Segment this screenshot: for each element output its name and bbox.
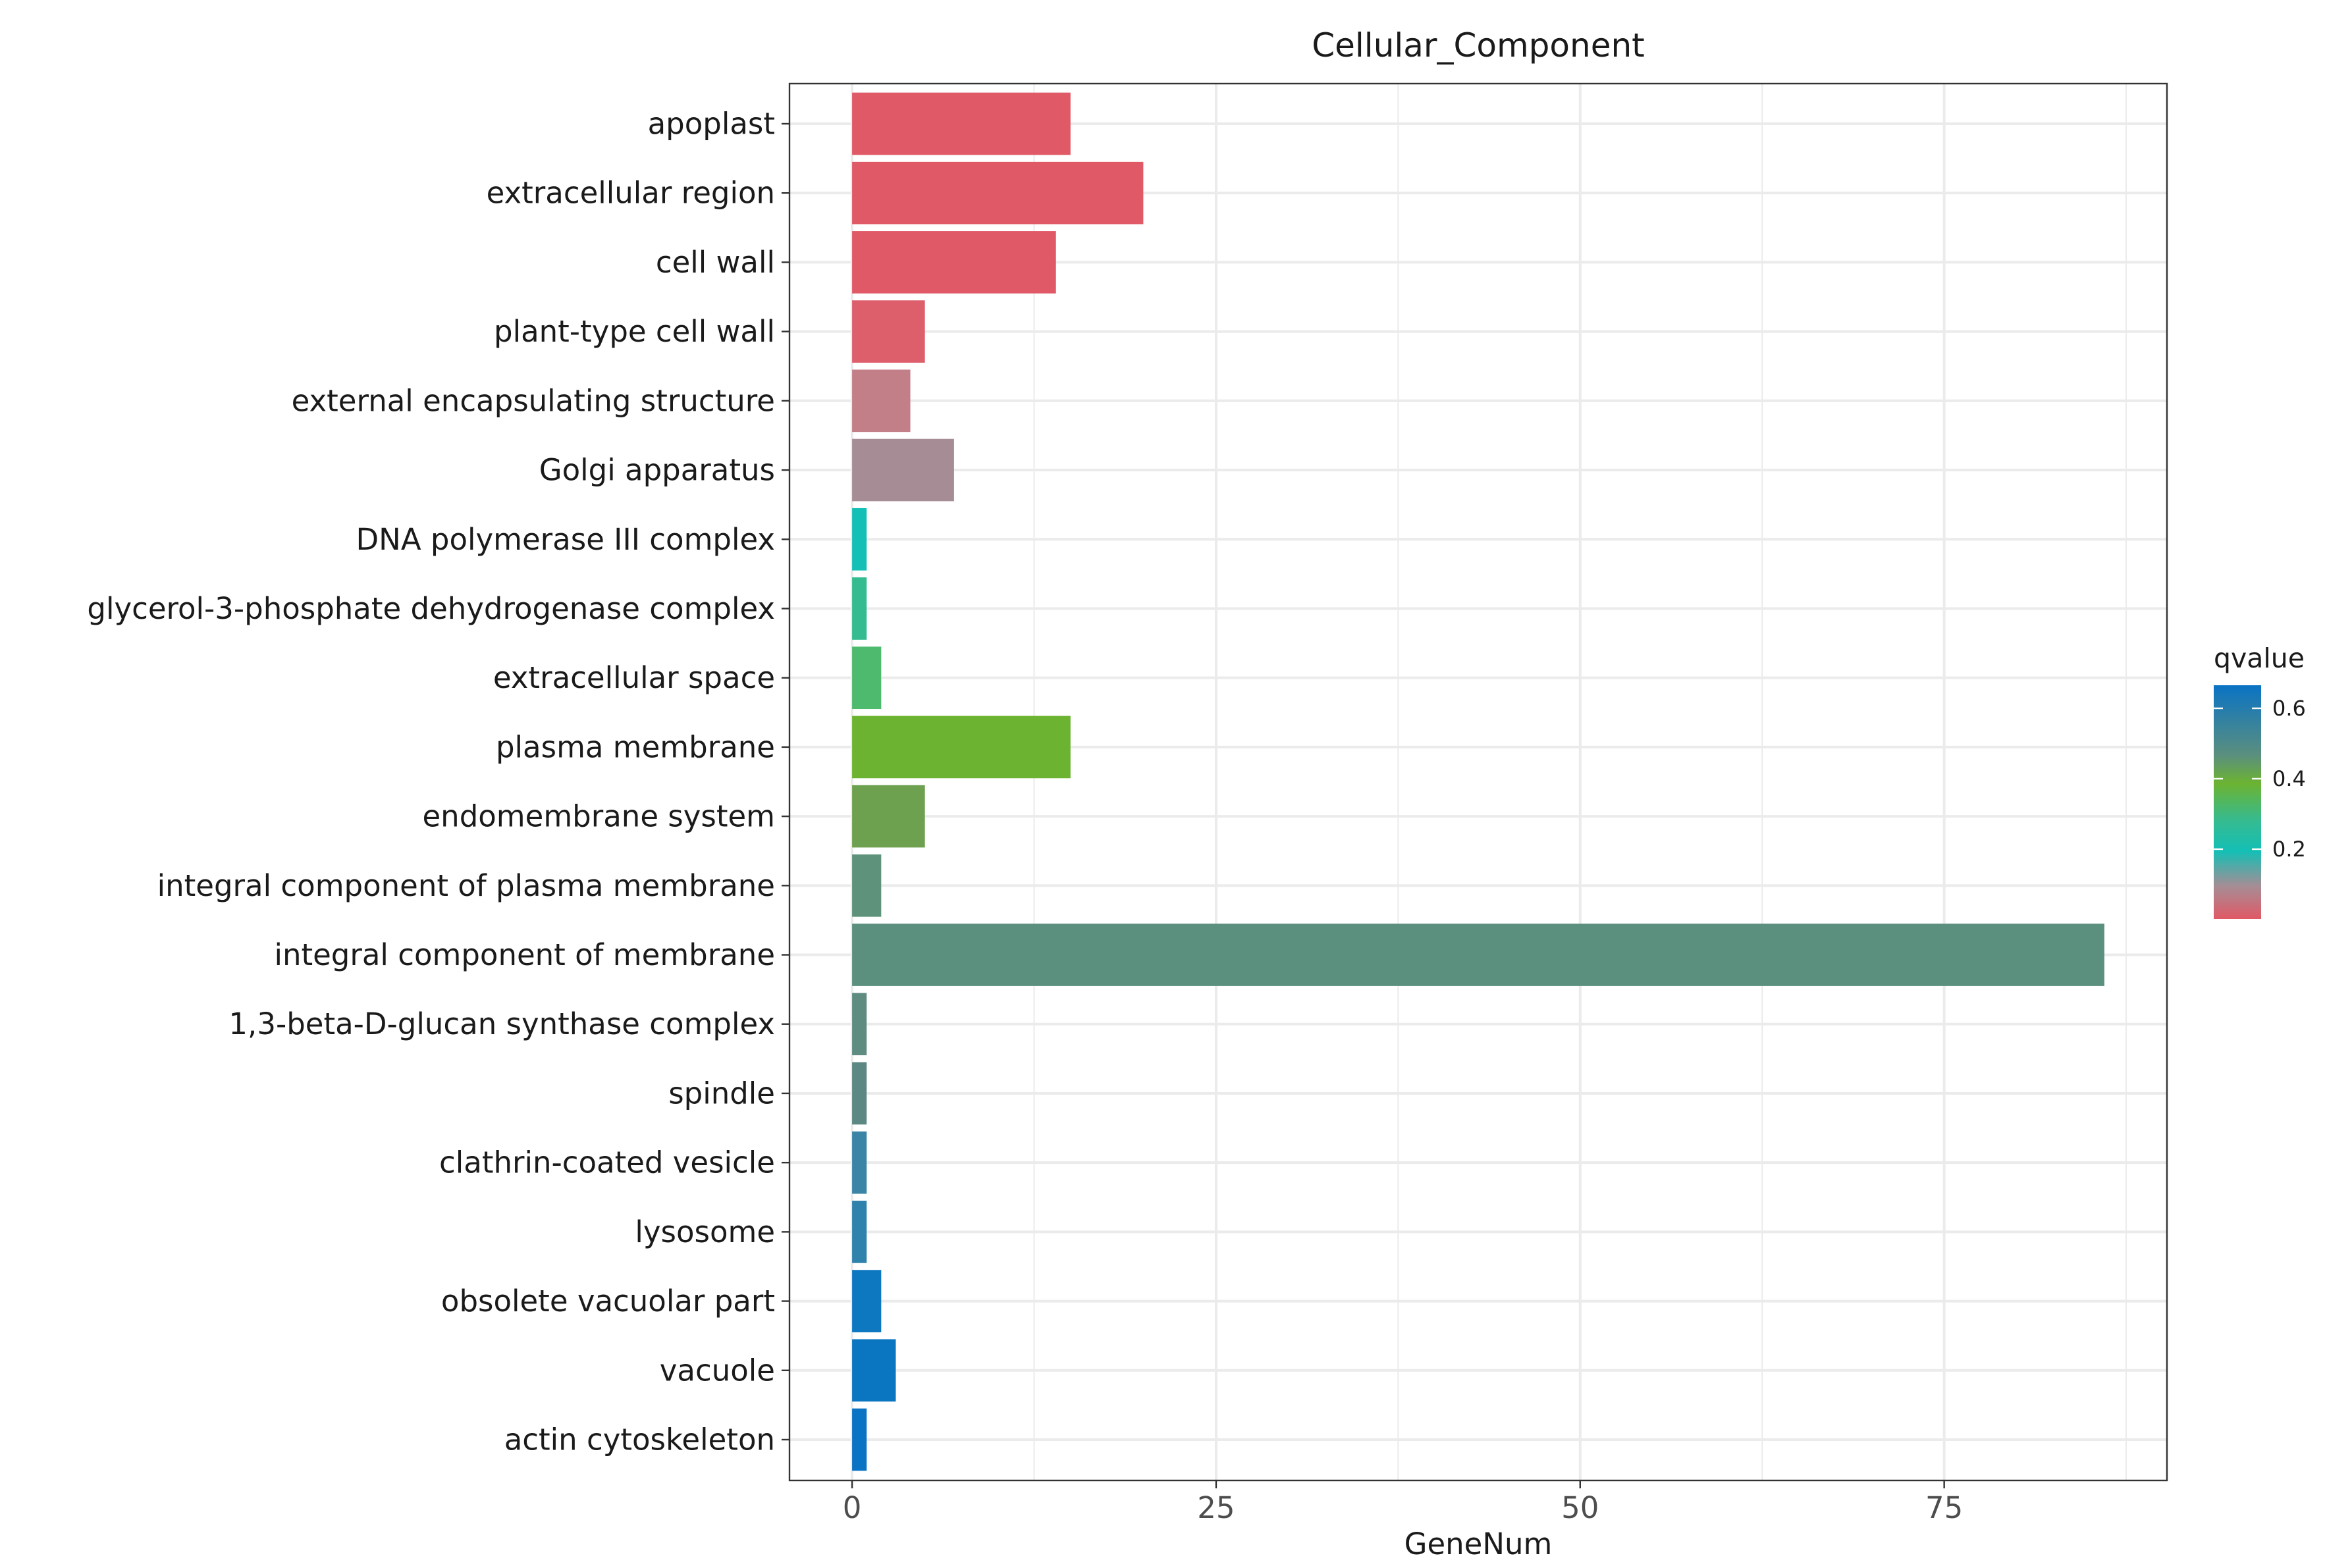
- y-tick-label: plasma membrane: [496, 729, 775, 764]
- bar-19: [852, 1339, 896, 1402]
- bar-3: [852, 231, 1056, 294]
- y-tick-label: apoplast: [648, 107, 775, 142]
- bar-2: [852, 161, 1144, 224]
- x-axis: 0 25 50 75: [843, 1480, 1963, 1525]
- bar-11: [852, 785, 925, 848]
- legend-tick-label: 0.4: [2272, 766, 2306, 791]
- bar-10: [852, 716, 1071, 779]
- bar-4: [852, 300, 925, 363]
- bar-15: [852, 1062, 867, 1125]
- bars: [852, 92, 2104, 1471]
- x-axis-title: GeneNum: [1404, 1527, 1553, 1561]
- legend: qvalue 0.6 0.4 0.2: [2214, 642, 2306, 919]
- x-tick-label: 0: [843, 1490, 862, 1525]
- y-tick-label: cell wall: [656, 245, 775, 280]
- plot-panel: [789, 84, 2167, 1480]
- legend-colorbar: [2214, 685, 2261, 919]
- legend-title: qvalue: [2214, 642, 2305, 674]
- bar-16: [852, 1131, 867, 1194]
- y-tick-label: integral component of plasma membrane: [157, 868, 775, 903]
- y-axis: apoplast extracellular region cell wall pla…: [87, 107, 789, 1457]
- y-tick-label: integral component of membrane: [274, 937, 775, 972]
- bar-6: [852, 438, 954, 502]
- x-tick-label: 50: [1561, 1490, 1599, 1525]
- legend-tick-label: 0.6: [2272, 696, 2306, 721]
- y-tick-label: endomembrane system: [423, 799, 776, 834]
- y-tick-label: 1,3-beta-D-glucan synthase complex: [228, 1006, 775, 1041]
- chart-title: Cellular_Component: [1312, 26, 1645, 65]
- y-tick-label: extracellular region: [487, 176, 775, 211]
- bar-1: [852, 92, 1071, 155]
- y-tick-label: external encapsulating structure: [292, 383, 775, 418]
- y-tick-label: actin cytoskeleton: [504, 1423, 775, 1457]
- plot-border: [788, 82, 2168, 1482]
- y-tick-label: clathrin-coated vesicle: [439, 1145, 775, 1180]
- bar-18: [852, 1270, 882, 1332]
- bar-5: [852, 369, 911, 432]
- y-tick-label: lysosome: [635, 1215, 775, 1249]
- y-tick-label: glycerol-3-phosphate dehydrogenase compl…: [87, 591, 775, 626]
- y-tick-label: obsolete vacuolar part: [441, 1284, 775, 1319]
- bar-8: [852, 577, 867, 640]
- y-tick-label: DNA polymerase III complex: [356, 522, 775, 557]
- x-tick-label: 75: [1925, 1490, 1963, 1525]
- bar-20: [852, 1408, 867, 1471]
- y-tick-label: vacuole: [660, 1353, 775, 1388]
- y-tick-label: plant-type cell wall: [494, 314, 775, 349]
- legend-ticks: 0.6 0.4 0.2: [2214, 696, 2306, 862]
- y-tick-label: extracellular space: [493, 660, 775, 695]
- bar-12: [852, 854, 882, 917]
- y-tick-label: Golgi apparatus: [539, 453, 775, 488]
- y-tick-label: spindle: [668, 1076, 775, 1111]
- bar-9: [852, 646, 882, 710]
- bar-13: [852, 924, 2104, 986]
- bar-14: [852, 993, 867, 1056]
- x-tick-label: 25: [1197, 1490, 1235, 1525]
- bar-17: [852, 1201, 867, 1263]
- legend-tick-label: 0.2: [2272, 837, 2306, 862]
- bar-7: [852, 508, 867, 571]
